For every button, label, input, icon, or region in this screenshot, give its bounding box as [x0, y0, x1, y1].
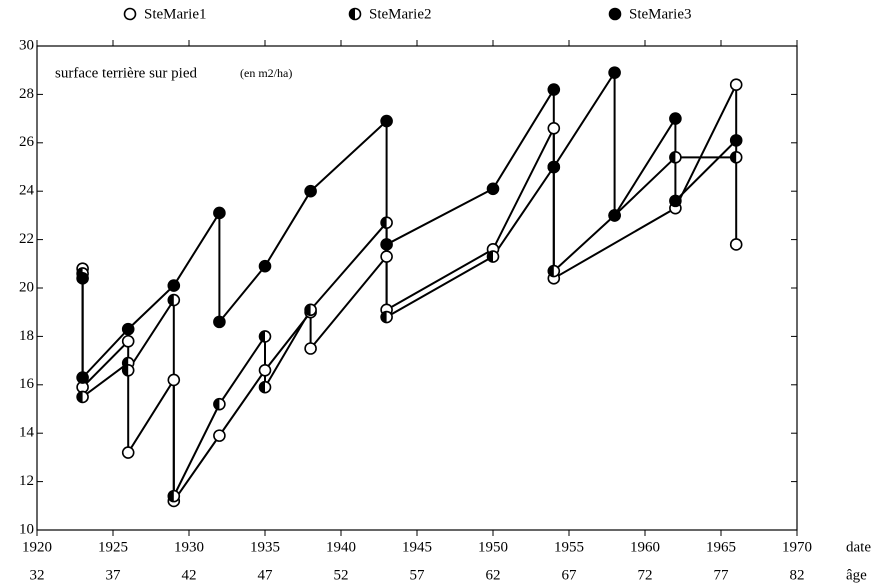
series-line: [81, 84, 738, 505]
marker: [348, 7, 362, 21]
marker: [669, 112, 682, 125]
marker: [608, 66, 621, 79]
marker: [258, 259, 272, 273]
marker: [167, 293, 181, 307]
y-tick-label: 14: [19, 425, 35, 441]
x2-tick-label: 57: [410, 567, 426, 583]
annotation-unit: (en m2/ha): [240, 66, 292, 80]
marker: [486, 182, 500, 196]
x2-tick-label: 67: [562, 567, 578, 583]
marker: [304, 303, 317, 317]
marker: [121, 446, 135, 459]
x-tick-label: 1920: [22, 539, 52, 555]
marker: [380, 250, 393, 263]
y-tick-label: 20: [19, 279, 34, 295]
y-tick-label: 12: [19, 473, 34, 489]
x2-tick-label: 52: [334, 567, 349, 583]
marker: [121, 322, 135, 336]
marker: [167, 489, 181, 503]
marker: [608, 7, 622, 21]
marker: [167, 279, 181, 292]
y-tick-label: 24: [19, 183, 35, 199]
marker: [729, 134, 743, 147]
marker: [123, 7, 137, 21]
marker: [121, 334, 135, 348]
marker: [380, 114, 393, 128]
marker: [729, 78, 743, 92]
y-tick-label: 18: [19, 328, 34, 344]
legend-label: SteMarie1: [144, 6, 206, 22]
marker: [486, 250, 500, 263]
marker: [547, 121, 561, 135]
marker: [729, 238, 743, 251]
marker: [213, 206, 226, 220]
legend-label: SteMarie3: [629, 6, 691, 22]
y-tick-label: 30: [19, 37, 34, 53]
marker: [213, 397, 226, 411]
legend-label: SteMarie2: [369, 6, 431, 22]
marker: [121, 363, 135, 377]
marker: [258, 380, 272, 394]
x-tick-label: 1950: [478, 539, 508, 555]
marker: [547, 264, 561, 278]
x-tick-label: 1960: [630, 539, 660, 555]
marker: [547, 83, 561, 96]
x2-tick-label: 37: [106, 567, 122, 583]
x-tick-label: 1940: [326, 539, 356, 555]
y-tick-label: 26: [19, 134, 35, 150]
series-line: [81, 69, 737, 381]
marker: [669, 151, 682, 164]
marker: [213, 429, 226, 442]
marker: [380, 310, 393, 324]
marker: [669, 194, 682, 208]
marker: [729, 151, 743, 164]
marker: [304, 342, 317, 355]
marker: [258, 363, 272, 377]
x2-tick-label: 47: [258, 567, 274, 583]
marker: [380, 238, 393, 251]
marker: [608, 209, 621, 222]
x-tick-label: 1955: [554, 539, 584, 555]
x-tick-label: 1945: [402, 539, 432, 555]
x2-tick-label: 72: [638, 567, 653, 583]
annotation: surface terrière sur pied: [55, 65, 198, 81]
x-tick-label: 1965: [706, 539, 736, 555]
series-line: [81, 156, 737, 497]
x-axis-label: date: [846, 539, 871, 555]
x2-tick-label: 42: [182, 567, 197, 583]
marker: [167, 373, 181, 387]
y-tick-label: 16: [19, 376, 35, 392]
x2-axis-label: âge: [846, 567, 867, 583]
x-tick-label: 1970: [782, 539, 812, 555]
plot-frame: [36, 45, 798, 531]
x-tick-label: 1935: [250, 539, 280, 555]
marker: [76, 390, 89, 404]
y-tick-label: 10: [19, 521, 34, 537]
marker: [213, 315, 226, 329]
marker: [258, 330, 272, 343]
x2-tick-label: 77: [714, 567, 730, 583]
marker: [304, 184, 317, 198]
marker: [380, 216, 393, 229]
marker: [76, 272, 89, 285]
x-tick-label: 1925: [98, 539, 128, 555]
x-tick-label: 1930: [174, 539, 204, 555]
x2-tick-label: 62: [486, 567, 501, 583]
marker: [547, 160, 561, 174]
x2-tick-label: 32: [30, 567, 45, 583]
marker: [76, 371, 89, 384]
y-tick-label: 22: [19, 231, 34, 247]
y-tick-label: 28: [19, 86, 34, 102]
x2-tick-label: 82: [790, 567, 805, 583]
